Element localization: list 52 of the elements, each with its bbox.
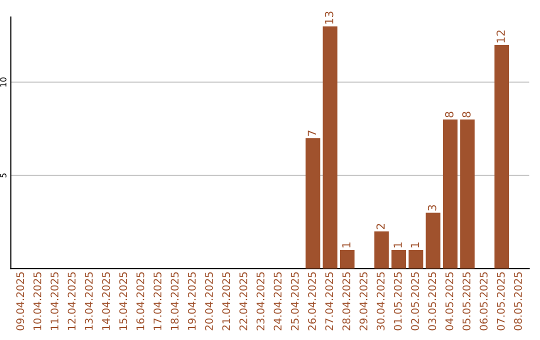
bar — [322, 26, 338, 269]
data-label: 8 — [445, 112, 454, 118]
bar — [460, 120, 475, 269]
x-tick-label: 07.05.2025 — [496, 272, 505, 330]
x-tick-label: 11.04.2025 — [50, 272, 58, 330]
data-label: 2 — [376, 224, 385, 230]
bar — [426, 212, 440, 269]
bar — [391, 250, 406, 269]
bar — [494, 44, 510, 269]
bar — [340, 250, 355, 269]
data-label: 1 — [394, 242, 402, 248]
x-tick-label: 26.04.2025 — [308, 272, 316, 330]
bar — [374, 231, 389, 269]
x-tick-label: 28.04.2025 — [342, 272, 350, 330]
x-tick-label: 16.04.2025 — [136, 272, 144, 330]
x-tick-label: 04.05.2025 — [445, 272, 454, 330]
data-label: 7 — [308, 130, 316, 136]
x-tick-label: 03.05.2025 — [428, 272, 436, 330]
bar — [408, 250, 424, 269]
x-tick-label: 29.04.2025 — [360, 272, 368, 330]
bar — [306, 138, 320, 269]
x-tick-label: 19.04.2025 — [188, 272, 196, 330]
y-tick-label: 5 — [0, 173, 6, 178]
x-tick-label: 27.04.2025 — [325, 272, 334, 330]
x-tick-label: 05.05.2025 — [462, 272, 470, 330]
x-tick-label: 10.04.2025 — [33, 272, 42, 330]
x-tick-label: 15.04.2025 — [119, 272, 128, 330]
x-tick-label: 14.04.2025 — [102, 272, 110, 330]
data-label: 12 — [496, 30, 505, 42]
x-tick-label: 18.04.2025 — [170, 272, 179, 330]
x-tick-label: 22.04.2025 — [239, 272, 248, 330]
data-label: 3 — [428, 205, 436, 210]
x-tick-label: 08.05.2025 — [514, 272, 522, 330]
data-label: 8 — [462, 112, 471, 118]
data-label: 13 — [324, 12, 334, 24]
x-tick-label: 13.04.2025 — [84, 272, 93, 330]
y-tick-label: 10 — [0, 77, 6, 87]
data-label: 1 — [342, 242, 350, 248]
x-tick-label: 06.05.2025 — [480, 272, 488, 330]
bar — [442, 120, 458, 269]
x-tick-label: 24.04.2025 — [274, 272, 282, 330]
x-tick-label: 30.04.2025 — [376, 272, 385, 330]
x-tick-label: 12.04.2025 — [68, 272, 76, 330]
x-tick-label: 17.04.2025 — [154, 272, 162, 330]
x-tick-label: 02.05.2025 — [411, 272, 419, 330]
x-tick-label: 01.05.2025 — [394, 272, 402, 330]
x-tick-label: 23.04.2025 — [256, 272, 264, 330]
x-tick-label: 09.04.2025 — [16, 272, 24, 330]
data-label: 1 — [410, 242, 419, 248]
x-tick-label: 21.04.2025 — [222, 272, 230, 330]
x-tick-label: 20.04.2025 — [205, 272, 213, 330]
x-tick-label: 25.04.2025 — [290, 272, 299, 330]
